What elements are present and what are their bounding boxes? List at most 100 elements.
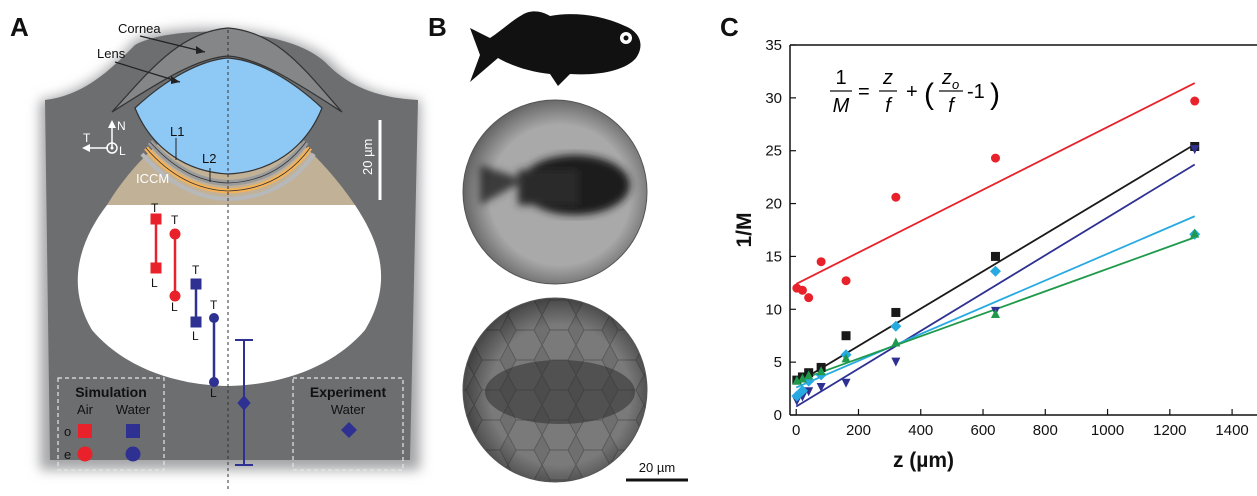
y-tick-label: 5 xyxy=(774,354,782,371)
water-e-l: L xyxy=(210,386,217,400)
axis-l-label: L xyxy=(119,144,126,158)
y-tick-label: 25 xyxy=(765,143,782,160)
x-tick-label: 1000 xyxy=(1091,422,1124,439)
eq-t2-num: z xyxy=(941,67,952,89)
y-tick-label: 20 xyxy=(765,196,782,213)
eq-plus: + xyxy=(906,81,918,103)
eye-diagram: Cornea Lens L1 L2 ICCM 20 µm N T L T L T… xyxy=(40,21,420,490)
data-point-triangle-up xyxy=(804,370,814,380)
eq-rparen: ) xyxy=(990,78,1000,111)
row-o-label: o xyxy=(64,424,71,439)
data-point-square xyxy=(841,331,851,341)
air-o-t: T xyxy=(151,201,159,215)
row-e-label: e xyxy=(64,447,71,462)
data-point-triangle-up xyxy=(990,309,1000,319)
fish-silhouette-icon xyxy=(470,11,641,87)
l2-label: L2 xyxy=(202,151,216,166)
cornea-label: Cornea xyxy=(118,21,161,36)
air-e-l: L xyxy=(171,300,178,314)
experiment-legend-box xyxy=(292,377,404,471)
vitreous-region xyxy=(77,205,382,386)
eq-equals: = xyxy=(858,81,870,103)
eq-t2-sub: o xyxy=(952,77,959,92)
water-o-l: L xyxy=(192,329,199,343)
eq-minus-one: -1 xyxy=(967,81,985,103)
data-point-diamond xyxy=(890,320,902,332)
y-tick-label: 30 xyxy=(765,90,782,107)
lens-equation: 1 M = z f + ( z o f -1 ) xyxy=(830,67,1000,117)
water-e-t: T xyxy=(210,298,218,312)
data-point-circle xyxy=(1190,96,1200,106)
data-point-triangle-down xyxy=(891,357,901,367)
x-tick-label: 1400 xyxy=(1215,422,1248,439)
experiment-marker xyxy=(235,339,253,466)
eq-t1-num: z xyxy=(882,67,893,89)
data-point-circle xyxy=(816,257,826,267)
panel-b-letter: B xyxy=(428,12,447,42)
fit-line-circle xyxy=(795,82,1196,285)
air-e-t: T xyxy=(171,213,179,227)
fit-line-triangle-down xyxy=(795,163,1196,408)
x-tick-label: 600 xyxy=(971,422,996,439)
data-point-square xyxy=(990,251,1000,261)
l1-label: L1 xyxy=(170,124,184,139)
x-tick-label: 400 xyxy=(908,422,933,439)
data-point-triangle-up xyxy=(1190,228,1200,238)
eq-lparen: ( xyxy=(924,78,934,111)
eq-lhs-num: 1 xyxy=(835,67,846,89)
water-o-marker xyxy=(190,278,202,328)
iccm-label: ICCM xyxy=(136,171,169,186)
fit-line-diamond xyxy=(795,215,1196,389)
data-point-circle xyxy=(990,153,1000,163)
air-label: Air xyxy=(77,402,94,417)
simulation-title: Simulation xyxy=(75,384,147,400)
cornea-shape xyxy=(111,27,343,113)
hexagonal-fish-image xyxy=(463,298,647,482)
panel-c-letter: C xyxy=(720,12,739,42)
fish-images: 20 µm xyxy=(462,11,688,483)
experiment-water-label: Water xyxy=(331,402,366,417)
data-point-diamond xyxy=(796,385,808,397)
eq-t2-den: f xyxy=(948,95,956,117)
data-point-triangle-down xyxy=(841,378,851,388)
data-point-circle xyxy=(891,192,901,202)
air-o-l: L xyxy=(151,276,158,290)
data-point-triangle-up xyxy=(891,337,901,347)
legend-water-o xyxy=(126,424,140,438)
legend-air-e xyxy=(77,446,93,462)
y-tick-label: 15 xyxy=(765,248,782,265)
y-tick-label: 10 xyxy=(765,301,782,318)
data-point-circle xyxy=(797,285,807,295)
data-point-triangle-up xyxy=(797,373,807,383)
simulation-legend-box xyxy=(57,377,165,471)
water-o-t: T xyxy=(192,263,200,277)
scale-label-b: 20 µm xyxy=(639,460,675,475)
data-point-triangle-up xyxy=(841,353,851,363)
x-tick-label: 200 xyxy=(846,422,871,439)
panel-a-letter: A xyxy=(10,12,29,42)
data-point-triangle-down xyxy=(1190,145,1200,155)
air-e-marker xyxy=(169,228,181,302)
data-point-triangle-down xyxy=(816,383,826,393)
eq-lhs-den: M xyxy=(833,95,850,117)
x-tick-label: 0 xyxy=(792,422,800,439)
air-o-marker xyxy=(150,213,162,274)
water-label: Water xyxy=(116,402,151,417)
fit-line-square xyxy=(795,143,1196,385)
data-point-square xyxy=(891,307,901,317)
legend-experiment xyxy=(341,422,357,438)
y-axis-label: 1/M xyxy=(733,212,756,247)
axis-t-label: T xyxy=(83,131,91,145)
water-e-marker xyxy=(209,313,219,387)
y-tick-label: 35 xyxy=(765,37,782,54)
eq-t1-den: f xyxy=(885,95,893,117)
data-point-circle xyxy=(841,276,851,286)
x-tick-label: 1200 xyxy=(1153,422,1186,439)
axis-n-label: N xyxy=(117,119,126,133)
x-tick-label: 800 xyxy=(1033,422,1058,439)
legend-water-e xyxy=(125,446,141,462)
legend-air-o xyxy=(78,424,92,438)
data-point-circle xyxy=(804,293,814,303)
scale-label-a: 20 µm xyxy=(360,139,375,175)
